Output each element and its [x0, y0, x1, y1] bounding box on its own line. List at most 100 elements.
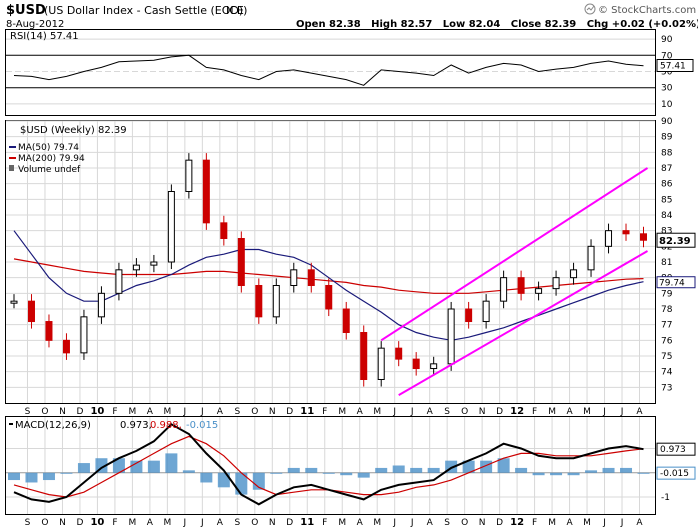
- macd-legend: MACD(12,26,9) 0.973, 0.988, -0.015: [9, 420, 218, 431]
- price-y-tick-label: 85: [661, 195, 672, 205]
- price-x-tick-label: M: [129, 407, 137, 417]
- candle-body: [290, 269, 298, 287]
- price-y-tick-label: 79: [661, 289, 673, 299]
- macd-x-tick-label: D: [286, 518, 293, 528]
- macd-histogram-bar: [567, 472, 580, 476]
- candle-body: [202, 159, 210, 224]
- macd-legend-label: MACD(12,26,9): [15, 420, 91, 431]
- macd-histogram-bar: [77, 463, 90, 473]
- macd-histogram-bar: [42, 472, 55, 481]
- price-x-tick-label: 10: [90, 406, 104, 417]
- candle-body: [342, 308, 350, 333]
- macd-histogram-bar: [130, 460, 143, 473]
- price-x-tick-label: M: [373, 407, 381, 417]
- macd-current-box: [656, 442, 696, 456]
- price-x-tick-label: O: [461, 407, 468, 417]
- hist-current-box: [656, 466, 696, 480]
- macd-histogram-bar: [462, 460, 475, 473]
- price-x-tick-label: J: [410, 407, 414, 417]
- macd-histogram-bar: [357, 472, 370, 478]
- macd-histogram-bar: [340, 472, 353, 476]
- price-x-tick-label: S: [234, 407, 240, 417]
- ma200-legend-label: MA(200) 79.94: [18, 154, 85, 164]
- macd-x-tick-label: J: [183, 518, 187, 528]
- macd-histogram-bar: [270, 472, 283, 474]
- price-x-tick-label: J: [200, 407, 204, 417]
- candle-body: [500, 277, 508, 302]
- candle-body: [150, 261, 158, 266]
- macd-histogram-bar: [585, 470, 598, 473]
- price-x-tick-label: J: [620, 407, 624, 417]
- ticker-symbol: $USD: [6, 3, 46, 18]
- exchange-label: ICE: [226, 4, 244, 17]
- candle-body: [482, 300, 490, 323]
- price-x-tick-label: F: [322, 407, 327, 417]
- price-x-tick-label: 12: [510, 406, 524, 417]
- price-y-tick-label: 76: [661, 336, 673, 346]
- price-legend-label: $USD (Weekly) 82.39: [20, 125, 127, 136]
- ma50-current-box: [656, 276, 696, 289]
- macd-x-tick-label: O: [461, 518, 468, 528]
- price-x-tick-label: N: [479, 407, 486, 417]
- price-y-tick-label: 75: [661, 352, 672, 362]
- price-y-tick-label: 81: [661, 258, 672, 268]
- price-x-tick-label: O: [41, 407, 48, 417]
- watermark: © StockCharts.com: [598, 5, 696, 16]
- price-x-tick-label: N: [59, 407, 66, 417]
- candle-body: [552, 277, 560, 290]
- macd-histogram-bar: [60, 472, 73, 474]
- price-x-tick-label: A: [217, 407, 224, 417]
- price-x-tick-label: F: [532, 407, 537, 417]
- rsi-y-tick-label: 10: [661, 100, 673, 110]
- price-x-tick-label: S: [444, 407, 450, 417]
- macd-histogram-bar: [217, 472, 230, 488]
- macd-x-tick-label: A: [566, 518, 573, 528]
- price-y-tick-label: 78: [661, 305, 673, 315]
- price-x-tick-label: A: [427, 407, 434, 417]
- price-x-tick-label: J: [183, 407, 187, 417]
- candle-body: [97, 292, 105, 318]
- macd-histogram-bar: [287, 467, 300, 473]
- candle-body: [465, 308, 473, 323]
- macd-x-tick-label: J: [410, 518, 414, 528]
- candle-body: [395, 347, 403, 360]
- candle-body: [360, 332, 368, 380]
- price-x-tick-label: A: [636, 407, 643, 417]
- rsi-y-tick-label: 70: [661, 51, 673, 61]
- price-current-label: 82.39: [659, 236, 691, 247]
- macd-x-tick-label: N: [59, 518, 66, 528]
- macd-histogram-bar: [497, 458, 510, 473]
- price-y-tick-label: 74: [661, 368, 673, 378]
- macd-histogram-bar: [305, 467, 318, 473]
- rsi-panel: [5, 29, 656, 116]
- macd-x-tick-label: M: [583, 518, 591, 528]
- macd-line: [13, 423, 644, 506]
- price-y-tick-label: 90: [661, 117, 673, 127]
- candle-body: [132, 264, 140, 271]
- candle-body: [535, 288, 543, 294]
- macd-histogram-bar: [515, 467, 528, 473]
- macd-histogram-bar: [392, 465, 405, 473]
- price-x-tick-label: S: [25, 407, 31, 417]
- rsi-y-tick-label: 90: [661, 35, 673, 45]
- rsi-y-tick-label: 50: [661, 68, 673, 78]
- price-legend: $USD (Weekly) 82.39 MA(50) 79.74 MA(200)…: [9, 125, 127, 175]
- candle-body: [27, 300, 35, 323]
- price-x-tick-label: 11: [300, 406, 314, 417]
- candle-body: [80, 316, 88, 354]
- price-y-tick-label: 86: [661, 180, 673, 190]
- price-x-tick-label: M: [163, 407, 171, 417]
- macd-histogram-bar: [200, 472, 213, 483]
- gridlines: [6, 38, 655, 514]
- price-x-tick-label: D: [76, 407, 83, 417]
- candle-body: [325, 285, 333, 310]
- macd-histogram-bar: [8, 472, 20, 481]
- price-plot: [10, 153, 649, 397]
- candle-body: [605, 230, 613, 247]
- macd-x-tick-label: J: [602, 518, 606, 528]
- channel-lower-line: [398, 250, 649, 397]
- price-y-tick-label: 77: [661, 321, 672, 331]
- price-x-tick-label: M: [583, 407, 591, 417]
- macd-x-tick-label: M: [548, 518, 556, 528]
- price-x-tick-label: N: [269, 407, 276, 417]
